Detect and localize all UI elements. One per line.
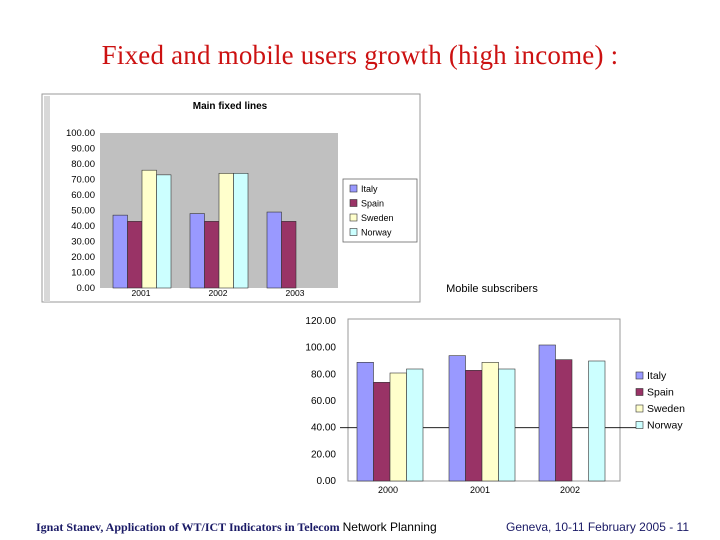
mobile-subscribers-y-tick-label: 20.00 xyxy=(311,449,336,460)
fixed-lines-bar-italy-2001 xyxy=(112,214,128,289)
mobile-subscribers-bar-sweden-2000 xyxy=(389,372,407,482)
mobile-subscribers-bar-italy-2000 xyxy=(356,362,374,482)
fixed-lines-y-tick-label: 90.00 xyxy=(71,144,95,155)
fixed-lines-y-tick-label: 100.00 xyxy=(66,128,95,139)
fixed-lines-legend-label-spain: Spain xyxy=(361,199,384,209)
mobile-subscribers-bar-italy-2002 xyxy=(538,344,556,482)
mobile-subscribers-bar-norway-2002 xyxy=(588,360,606,482)
mobile-subscribers-bar-italy-2001 xyxy=(448,355,466,482)
fixed-lines-bar-norway-2002 xyxy=(233,173,249,289)
mobile-subscribers-legend-label-italy: Italy xyxy=(647,370,667,382)
fixed-lines-bar-spain-2001 xyxy=(127,221,143,289)
mobile-subscribers-bar-sweden-2001 xyxy=(481,362,499,482)
mobile-subscribers-legend-swatch-norway xyxy=(635,421,644,429)
mobile-subscribers-legend-swatch-sweden xyxy=(635,404,644,413)
fixed-lines-legend-swatch-italy xyxy=(349,184,358,193)
mobile-subscribers-bar-norway-2000 xyxy=(406,368,424,482)
fixed-lines-y-tick-label: 20.00 xyxy=(71,252,95,263)
fixed-lines-y-tick-label: 10.00 xyxy=(71,268,95,279)
mobile-subscribers-y-tick-label: 100.00 xyxy=(305,343,336,354)
mobile-subscribers-bar-norway-2001 xyxy=(498,368,516,482)
mobile-subscribers-bar-spain-2002 xyxy=(555,359,573,482)
fixed-lines-chart-frame-shadow xyxy=(44,96,50,302)
mobile-subscribers-y-tick-label: 0.00 xyxy=(317,476,337,487)
fixed-lines-bar-sweden-2001 xyxy=(141,169,157,289)
fixed-lines-y-tick-label: 60.00 xyxy=(71,190,95,201)
fixed-lines-x-tick-label: 2003 xyxy=(286,288,305,298)
fixed-lines-bar-norway-2001 xyxy=(156,174,172,289)
mobile-subscribers-x-tick-label: 2001 xyxy=(470,485,490,495)
slide-title: Fixed and mobile users growth (high inco… xyxy=(101,40,619,70)
fixed-lines-bar-spain-2003 xyxy=(281,221,297,289)
mobile-subscribers-legend-label-norway: Norway xyxy=(647,420,683,432)
footer-event: Geneva, 10-11 February 2005 - 11 xyxy=(506,520,689,534)
fixed-lines-y-tick-label: 30.00 xyxy=(71,237,95,248)
fixed-lines-y-tick-label: 80.00 xyxy=(71,159,95,170)
fixed-lines-legend-label-sweden: Sweden xyxy=(361,213,394,223)
mobile-subscribers-bar-spain-2001 xyxy=(465,370,483,482)
fixed-lines-x-tick-label: 2001 xyxy=(132,288,151,298)
fixed-lines-bar-italy-2002 xyxy=(189,213,205,289)
mobile-subscribers-x-tick-label: 2000 xyxy=(378,485,398,495)
fixed-lines-legend-swatch-norway xyxy=(349,228,358,236)
mobile-subscribers-y-tick-label: 60.00 xyxy=(311,396,336,407)
fixed-lines-chart-title: Main fixed lines xyxy=(193,101,268,112)
fixed-lines-bar-spain-2002 xyxy=(204,221,220,289)
mobile-subscribers-legend-label-spain: Spain xyxy=(647,387,674,399)
fixed-lines-y-tick-label: 50.00 xyxy=(71,206,95,217)
mobile-subscribers-bar-spain-2000 xyxy=(373,382,391,482)
fixed-lines-legend-label-norway: Norway xyxy=(361,228,392,238)
fixed-lines-bar-italy-2003 xyxy=(266,211,282,289)
fixed-lines-y-tick-label: 70.00 xyxy=(71,175,95,186)
footer-author-tail: Network Planning xyxy=(342,520,437,534)
footer-author-text: Ignat Stanev, Application of WT/ICT Indi… xyxy=(36,520,343,534)
fixed-lines-bar-sweden-2002 xyxy=(218,173,234,289)
fixed-lines-y-tick-label: 40.00 xyxy=(71,221,95,232)
mobile-subscribers-legend-swatch-italy xyxy=(635,371,644,380)
footer-author: Ignat Stanev, Application of WT/ICT Indi… xyxy=(36,520,437,535)
mobile-subscribers-y-tick-label: 40.00 xyxy=(311,423,336,434)
mobile-subscribers-x-tick-label: 2002 xyxy=(560,485,580,495)
fixed-lines-legend-swatch-sweden xyxy=(349,213,358,222)
fixed-lines-y-tick-label: 0.00 xyxy=(77,283,96,294)
mobile-subscribers-chart-title: Mobile subscribers xyxy=(446,283,538,295)
fixed-lines-legend-label-italy: Italy xyxy=(361,184,378,194)
mobile-subscribers-y-tick-label: 80.00 xyxy=(311,369,336,380)
fixed-lines-legend-swatch-spain xyxy=(349,199,358,207)
fixed-lines-x-tick-label: 2002 xyxy=(209,288,228,298)
mobile-subscribers-legend-swatch-spain xyxy=(635,388,644,396)
mobile-subscribers-y-tick-label: 120.00 xyxy=(305,316,336,327)
mobile-subscribers-legend-label-sweden: Sweden xyxy=(647,403,685,415)
